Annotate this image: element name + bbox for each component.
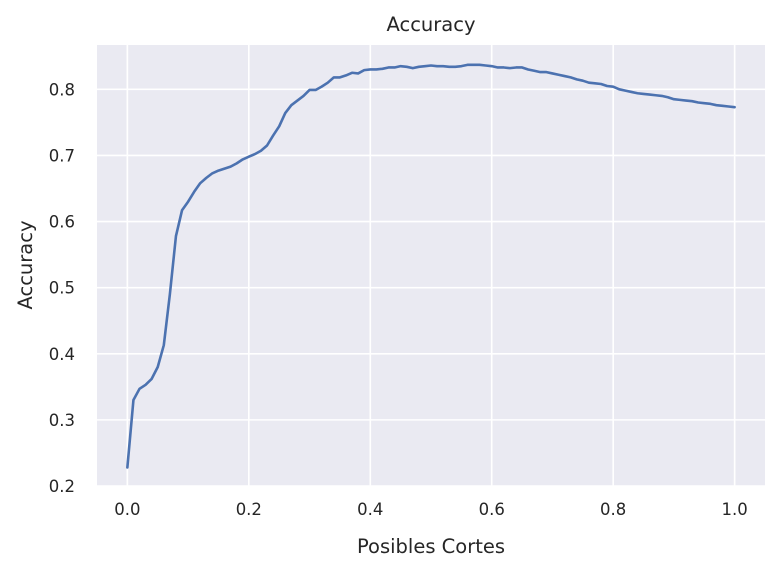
y-axis-label: Accuracy [14, 220, 37, 309]
y-tick-labels: 0.2 0.3 0.4 0.5 0.6 0.7 0.8 [49, 80, 75, 496]
accuracy-line [126, 63, 736, 469]
y-tick-label: 0.8 [49, 80, 75, 99]
x-axis-label: Posibles Cortes [357, 535, 505, 558]
x-tick-label: 0.0 [114, 500, 140, 519]
y-tick-label: 0.3 [49, 411, 75, 430]
chart-title: Accuracy [386, 13, 475, 36]
y-tick-label: 0.2 [49, 477, 75, 496]
x-tick-label: 0.2 [236, 500, 262, 519]
plot-background [97, 45, 765, 486]
x-tick-label: 0.8 [600, 500, 626, 519]
y-tick-label: 0.4 [49, 345, 75, 364]
x-tick-labels: 0.0 0.2 0.4 0.6 0.8 1.0 [114, 500, 748, 519]
x-tick-label: 1.0 [722, 500, 748, 519]
y-tick-label: 0.7 [49, 146, 75, 165]
y-tick-label: 0.6 [49, 213, 75, 232]
x-tick-label: 0.6 [479, 500, 505, 519]
y-tick-label: 0.5 [49, 279, 75, 298]
x-tick-label: 0.4 [357, 500, 383, 519]
grid [97, 45, 765, 487]
